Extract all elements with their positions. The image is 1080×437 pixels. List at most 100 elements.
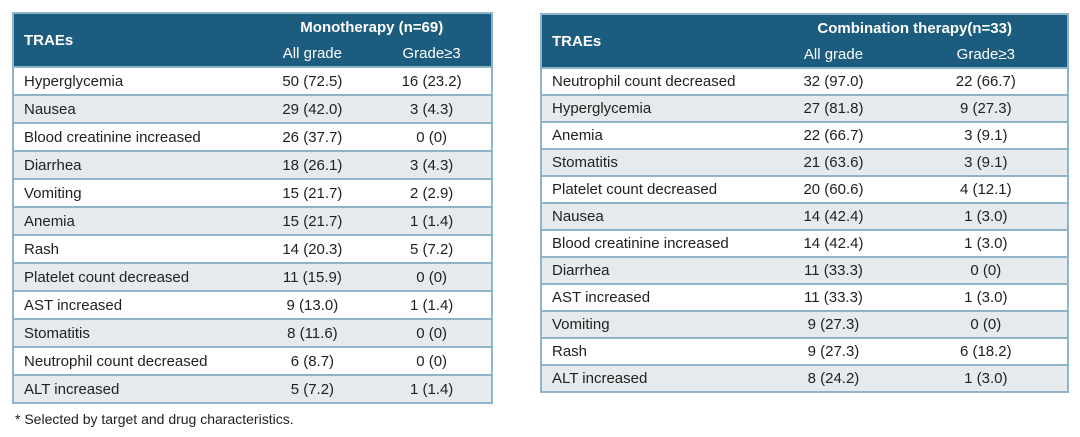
table-row: Anemia 15 (21.7) 1 (1.4) <box>13 206 492 235</box>
table-row: Platelet count decreased 20 (60.6) 4 (12.1… <box>541 175 1068 203</box>
all-grade-cell: 32 (97.0) <box>762 67 905 95</box>
trae-name-cell: AST increased <box>541 283 763 311</box>
table-header: TRAEs Combination therapy(n=33) All grad… <box>541 14 1068 68</box>
all-grade-cell: 29 (42.0) <box>252 94 373 123</box>
all-grade-cell: 11 (15.9) <box>252 262 373 291</box>
trae-name-cell: Diarrhea <box>13 150 253 179</box>
grade-ge3-cell: 3 (4.3) <box>372 150 492 179</box>
trae-name-cell: Vomiting <box>13 178 253 207</box>
all-grade-cell: 20 (60.6) <box>762 175 905 203</box>
grade-ge3-cell: 3 (9.1) <box>904 148 1068 176</box>
trae-name-cell: Diarrhea <box>541 256 763 284</box>
grade-ge3-cell: 9 (27.3) <box>904 94 1068 122</box>
all-grade-cell: 8 (24.2) <box>762 364 905 392</box>
all-grade-cell: 15 (21.7) <box>252 206 373 235</box>
grade-ge3-cell: 0 (0) <box>372 262 492 291</box>
all-grade-cell: 21 (63.6) <box>762 148 905 176</box>
table-header: TRAEs Monotherapy (n=69) All grade Grade… <box>13 13 492 67</box>
trae-name-cell: Platelet count decreased <box>541 175 763 203</box>
corner-header-traes: TRAEs <box>541 14 763 68</box>
grade-ge3-cell: 1 (3.0) <box>904 202 1068 230</box>
all-grade-cell: 14 (42.4) <box>762 202 905 230</box>
table-row: Rash 14 (20.3) 5 (7.2) <box>13 234 492 263</box>
all-grade-cell: 22 (66.7) <box>762 121 905 149</box>
trae-name-cell: Hyperglycemia <box>541 94 763 122</box>
trae-name-cell: Vomiting <box>541 310 763 338</box>
combination-therapy-table: TRAEs Combination therapy(n=33) All grad… <box>540 13 1069 393</box>
trae-name-cell: Rash <box>541 337 763 365</box>
all-grade-cell: 18 (26.1) <box>252 150 373 179</box>
table-row: Rash 9 (27.3) 6 (18.2) <box>541 337 1068 365</box>
trae-name-cell: ALT increased <box>13 374 253 403</box>
traes-table-monotherapy: TRAEs Monotherapy (n=69) All grade Grade… <box>12 12 493 404</box>
table-row: AST increased 11 (33.3) 1 (3.0) <box>541 283 1068 311</box>
footnote: * Selected by target and drug characteri… <box>15 411 294 427</box>
trae-name-cell: Neutrophil count decreased <box>13 346 253 375</box>
all-grade-cell: 6 (8.7) <box>252 346 373 375</box>
trae-name-cell: Stomatitis <box>541 148 763 176</box>
column-header-grade-ge3: Grade≥3 <box>372 41 492 67</box>
table-row: Stomatitis 8 (11.6) 0 (0) <box>13 318 492 347</box>
table-row: Anemia 22 (66.7) 3 (9.1) <box>541 121 1068 149</box>
grade-ge3-cell: 1 (3.0) <box>904 364 1068 392</box>
all-grade-cell: 15 (21.7) <box>252 178 373 207</box>
all-grade-cell: 5 (7.2) <box>252 374 373 403</box>
trae-name-cell: Neutrophil count decreased <box>541 67 763 95</box>
group-header-monotherapy: Monotherapy (n=69) <box>252 13 492 41</box>
grade-ge3-cell: 0 (0) <box>904 256 1068 284</box>
grade-ge3-cell: 0 (0) <box>904 310 1068 338</box>
table-row: Blood creatinine increased 14 (42.4) 1 (3.… <box>541 229 1068 257</box>
trae-name-cell: Rash <box>13 234 253 263</box>
table-row: Stomatitis 21 (63.6) 3 (9.1) <box>541 148 1068 176</box>
all-grade-cell: 11 (33.3) <box>762 283 905 311</box>
group-header-combination: Combination therapy(n=33) <box>762 14 1068 42</box>
table-body: Neutrophil count decreased 32 (97.0) 22 (6… <box>541 67 1068 392</box>
all-grade-cell: 14 (20.3) <box>252 234 373 263</box>
trae-name-cell: ALT increased <box>541 364 763 392</box>
grade-ge3-cell: 0 (0) <box>372 122 492 151</box>
table-row: AST increased 9 (13.0) 1 (1.4) <box>13 290 492 319</box>
table-row: Neutrophil count decreased 32 (97.0) 22 (6… <box>541 67 1068 95</box>
table-row: ALT increased 5 (7.2) 1 (1.4) <box>13 374 492 403</box>
trae-name-cell: Anemia <box>13 206 253 235</box>
all-grade-cell: 9 (27.3) <box>762 310 905 338</box>
table-row: Vomiting 9 (27.3) 0 (0) <box>541 310 1068 338</box>
grade-ge3-cell: 0 (0) <box>372 346 492 375</box>
table-row: Nausea 29 (42.0) 3 (4.3) <box>13 94 492 123</box>
grade-ge3-cell: 16 (23.2) <box>372 66 492 95</box>
grade-ge3-cell: 2 (2.9) <box>372 178 492 207</box>
grade-ge3-cell: 0 (0) <box>372 318 492 347</box>
table-row: Hyperglycemia 27 (81.8) 9 (27.3) <box>541 94 1068 122</box>
all-grade-cell: 9 (13.0) <box>252 290 373 319</box>
table-row: Platelet count decreased 11 (15.9) 0 (0) <box>13 262 492 291</box>
table-row: Blood creatinine increased 26 (37.7) 0 (0) <box>13 122 492 151</box>
trae-name-cell: Stomatitis <box>13 318 253 347</box>
trae-name-cell: Platelet count decreased <box>13 262 253 291</box>
trae-name-cell: Blood creatinine increased <box>13 122 253 151</box>
grade-ge3-cell: 3 (9.1) <box>904 121 1068 149</box>
all-grade-cell: 26 (37.7) <box>252 122 373 151</box>
grade-ge3-cell: 3 (4.3) <box>372 94 492 123</box>
trae-name-cell: Blood creatinine increased <box>541 229 763 257</box>
corner-header-traes: TRAEs <box>13 13 253 67</box>
trae-name-cell: Nausea <box>541 202 763 230</box>
table-row: Diarrhea 11 (33.3) 0 (0) <box>541 256 1068 284</box>
table-row: Hyperglycemia 50 (72.5) 16 (23.2) <box>13 66 492 95</box>
table-row: Vomiting 15 (21.7) 2 (2.9) <box>13 178 492 207</box>
column-header-all-grade: All grade <box>252 41 373 67</box>
table-row: ALT increased 8 (24.2) 1 (3.0) <box>541 364 1068 392</box>
all-grade-cell: 8 (11.6) <box>252 318 373 347</box>
grade-ge3-cell: 4 (12.1) <box>904 175 1068 203</box>
trae-name-cell: AST increased <box>13 290 253 319</box>
grade-ge3-cell: 1 (3.0) <box>904 283 1068 311</box>
grade-ge3-cell: 1 (1.4) <box>372 290 492 319</box>
grade-ge3-cell: 5 (7.2) <box>372 234 492 263</box>
all-grade-cell: 14 (42.4) <box>762 229 905 257</box>
traes-table-combination: TRAEs Combination therapy(n=33) All grad… <box>540 13 1069 393</box>
trae-name-cell: Nausea <box>13 94 253 123</box>
grade-ge3-cell: 1 (3.0) <box>904 229 1068 257</box>
grade-ge3-cell: 1 (1.4) <box>372 206 492 235</box>
all-grade-cell: 27 (81.8) <box>762 94 905 122</box>
monotherapy-table: TRAEs Monotherapy (n=69) All grade Grade… <box>12 12 493 404</box>
